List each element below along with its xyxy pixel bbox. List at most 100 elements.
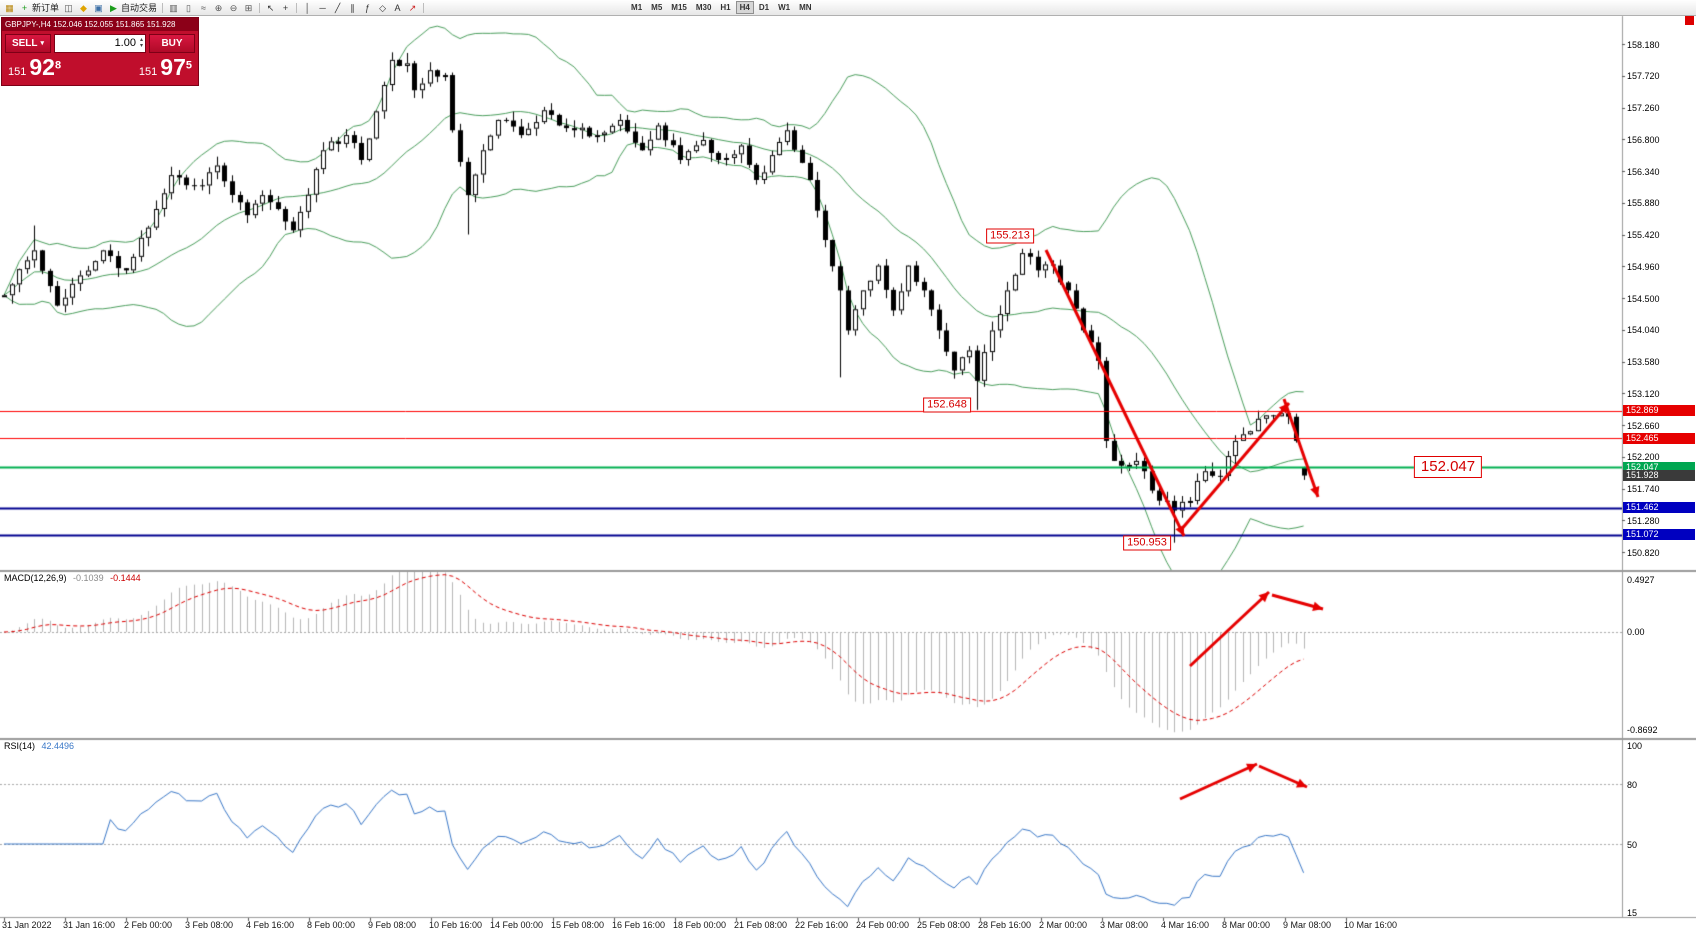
one-click-trading-panel: GBPJPY-,H4 152.046 152.055 151.865 151.9… bbox=[2, 18, 198, 85]
price-axis-label: 150.820 bbox=[1627, 547, 1660, 558]
price-axis-label: 157.260 bbox=[1627, 103, 1660, 113]
timeframe-M1[interactable]: M1 bbox=[627, 1, 646, 14]
shapes-icon: ◇ bbox=[379, 2, 386, 13]
trendline-button[interactable]: ╱ bbox=[330, 1, 345, 15]
channel-button[interactable]: ∥ bbox=[345, 1, 360, 15]
price-axis-label: 157.720 bbox=[1627, 71, 1660, 82]
price-tag-152.047: 152.047 bbox=[1623, 461, 1695, 473]
macd-title: MACD(12,26,9) bbox=[4, 573, 67, 583]
trendline-icon: ╱ bbox=[334, 2, 341, 13]
rsi-title: RSI(14) bbox=[4, 741, 36, 751]
price-annotation-152.648[interactable]: 152.648 bbox=[923, 397, 971, 413]
time-axis-label: 9 Mar 08:00 bbox=[1283, 920, 1332, 930]
scroll-position-indicator bbox=[1685, 16, 1694, 25]
buy-price-sup: 5 bbox=[185, 59, 192, 72]
toolbar: ▦ + 新订单 ◫ ◆ ▣ ▶ 自动交易 ▥ ▯ ≈ ⊕ ⊖ ⊞ ↖ + │ ─ ╱ ∥ ƒ ◇ A ↗ M1 M5 M15 M30 H… bbox=[0, 0, 1696, 16]
timeframe-H1[interactable]: H1 bbox=[716, 1, 734, 14]
rsi-indicator-label: RSI(14) 42.4496 bbox=[4, 741, 74, 751]
new-order-button-label: 新订单 bbox=[32, 3, 60, 13]
arrow-tool-button[interactable]: ↗ bbox=[405, 1, 420, 15]
candlestick-chart-button[interactable]: ▯ bbox=[181, 1, 196, 15]
chart-window-icon: ◫ bbox=[64, 2, 73, 13]
new-order-icon: + bbox=[21, 2, 28, 13]
volume-down-icon[interactable]: ▾ bbox=[139, 43, 143, 49]
time-axis-label: 15 Feb 08:00 bbox=[551, 920, 605, 930]
charts-grid-button[interactable]: ▦ bbox=[2, 1, 17, 15]
timeframe-H4[interactable]: H4 bbox=[735, 1, 754, 14]
time-axis-label: 16 Feb 16:00 bbox=[612, 920, 666, 930]
time-axis-label: 24 Feb 00:00 bbox=[856, 920, 910, 930]
sell-dropdown-caret-icon[interactable]: ▾ bbox=[40, 40, 45, 47]
timeframe-MN[interactable]: MN bbox=[795, 1, 815, 14]
rsi-axis-label: 15 bbox=[1627, 908, 1638, 918]
time-axis-label: 22 Feb 16:00 bbox=[795, 920, 849, 930]
rsi-value: 42.4496 bbox=[41, 741, 75, 751]
time-axis-label: 31 Jan 16:00 bbox=[63, 920, 116, 930]
sell-price[interactable]: 151 928 bbox=[8, 54, 61, 81]
bar-chart-icon: ▥ bbox=[169, 2, 178, 13]
time-axis-label: 9 Feb 08:00 bbox=[368, 920, 417, 930]
price-annotation-155.213[interactable]: 155.213 bbox=[986, 228, 1034, 244]
toolbar-separator bbox=[423, 2, 425, 13]
buy-price[interactable]: 151 975 bbox=[139, 54, 192, 81]
line-chart-icon: ≈ bbox=[201, 2, 206, 13]
price-annotation-152.047[interactable]: 152.047 bbox=[1413, 456, 1483, 478]
vertical-line-button[interactable]: │ bbox=[300, 1, 315, 15]
macd-axis-max-label: 0.4927 bbox=[1627, 575, 1655, 585]
time-axis-label: 4 Feb 16:00 bbox=[246, 920, 295, 930]
bar-chart-button[interactable]: ▥ bbox=[166, 1, 181, 15]
timeframe-M15[interactable]: M15 bbox=[667, 1, 691, 14]
timeframe-M30[interactable]: M30 bbox=[692, 1, 716, 14]
shapes-button[interactable]: ◇ bbox=[375, 1, 390, 15]
price-tag-151.462: 151.462 bbox=[1623, 502, 1695, 514]
zoom-in-button[interactable]: ⊕ bbox=[211, 1, 226, 15]
fibonacci-icon: ƒ bbox=[365, 2, 371, 13]
zoom-in-icon: ⊕ bbox=[214, 2, 223, 13]
price-axis-label: 155.420 bbox=[1627, 230, 1660, 240]
autotrading-button[interactable]: ▶ 自动交易 bbox=[106, 1, 159, 15]
price-axis-label: 154.500 bbox=[1627, 293, 1660, 304]
buy-price-prefix: 151 bbox=[138, 66, 158, 78]
autotrading-button-label: 自动交易 bbox=[121, 3, 158, 13]
rsi-axis-label: 80 bbox=[1627, 780, 1638, 790]
price-tag-152.465: 152.465 bbox=[1623, 432, 1695, 444]
buy-button[interactable]: BUY bbox=[149, 33, 195, 53]
sell-button[interactable]: SELL ▾ bbox=[5, 33, 51, 53]
price-annotation-150.953[interactable]: 150.953 bbox=[1123, 535, 1171, 551]
tile-windows-icon: ⊞ bbox=[244, 2, 253, 13]
channel-icon: ∥ bbox=[350, 2, 355, 13]
timeframe-W1[interactable]: W1 bbox=[774, 1, 794, 14]
zoom-out-button[interactable]: ⊖ bbox=[226, 1, 241, 15]
chart-window-button[interactable]: ◫ bbox=[61, 1, 76, 15]
zoom-out-icon: ⊖ bbox=[229, 2, 238, 13]
profiles-icon: ▣ bbox=[94, 2, 103, 13]
macd-axis-min-label: -0.8692 bbox=[1627, 725, 1658, 735]
volume-spinner[interactable]: ▴ ▾ bbox=[138, 37, 145, 49]
favorites-button[interactable]: ◆ bbox=[76, 1, 91, 15]
time-axis-label: 3 Feb 08:00 bbox=[185, 920, 234, 930]
price-axis-label: 151.280 bbox=[1627, 515, 1660, 526]
new-order-button[interactable]: + 新订单 bbox=[17, 1, 61, 15]
horizontal-line-button[interactable]: ─ bbox=[315, 1, 330, 15]
volume-up-icon[interactable]: ▴ bbox=[139, 37, 143, 43]
volume-input[interactable] bbox=[55, 37, 138, 49]
profiles-button[interactable]: ▣ bbox=[91, 1, 106, 15]
timeframe-toolbar: M1 M5 M15 M30 H1 H4 D1 W1 MN bbox=[627, 1, 816, 14]
timeframe-M5[interactable]: M5 bbox=[647, 1, 666, 14]
candlestick-chart-icon: ▯ bbox=[186, 2, 191, 13]
sell-button-label: SELL bbox=[11, 37, 38, 49]
macd-value-main: -0.1039 bbox=[73, 573, 104, 583]
horizontal-line-icon: ─ bbox=[319, 2, 326, 13]
timeframe-D1[interactable]: D1 bbox=[755, 1, 773, 14]
text-icon: A bbox=[394, 2, 401, 13]
cursor-button[interactable]: ↖ bbox=[263, 1, 278, 15]
crosshair-button[interactable]: + bbox=[278, 1, 293, 15]
time-axis-label: 14 Feb 00:00 bbox=[490, 920, 544, 930]
line-chart-button[interactable]: ≈ bbox=[196, 1, 211, 15]
tile-windows-button[interactable]: ⊞ bbox=[241, 1, 256, 15]
volume-stepper[interactable]: ▴ ▾ bbox=[54, 33, 146, 53]
fibonacci-button[interactable]: ƒ bbox=[360, 1, 375, 15]
text-button[interactable]: A bbox=[390, 1, 405, 15]
